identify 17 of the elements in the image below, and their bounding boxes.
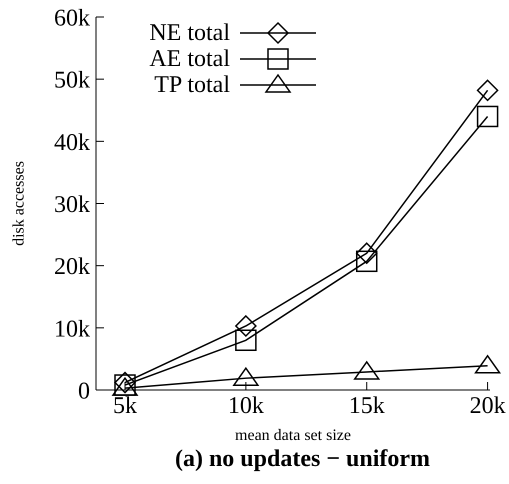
x-tick-label: 15k [348,393,385,420]
y-tick-label: 0 [78,378,90,405]
x-tick-label: 5k [113,393,138,420]
x-axis-title: mean data set size [235,427,351,444]
y-tick-label: 20k [54,254,90,280]
y-tick-label: 50k [54,68,90,94]
legend-label: NE total [148,20,230,46]
y-axis-title: disk accesses [10,161,28,246]
text: (a) no updates − uniform [174,446,432,473]
y-tick-label: 30k [54,192,90,218]
x-tick-label: 10k [228,393,264,420]
legend-label: TP total [153,72,230,98]
y-tick-label: 40k [54,130,90,156]
y-tick-label: 60k [54,6,90,32]
legend-label: AE total [148,46,230,72]
y-tick-label: 10k [54,316,90,342]
x-tick-label: 20k [470,393,506,420]
